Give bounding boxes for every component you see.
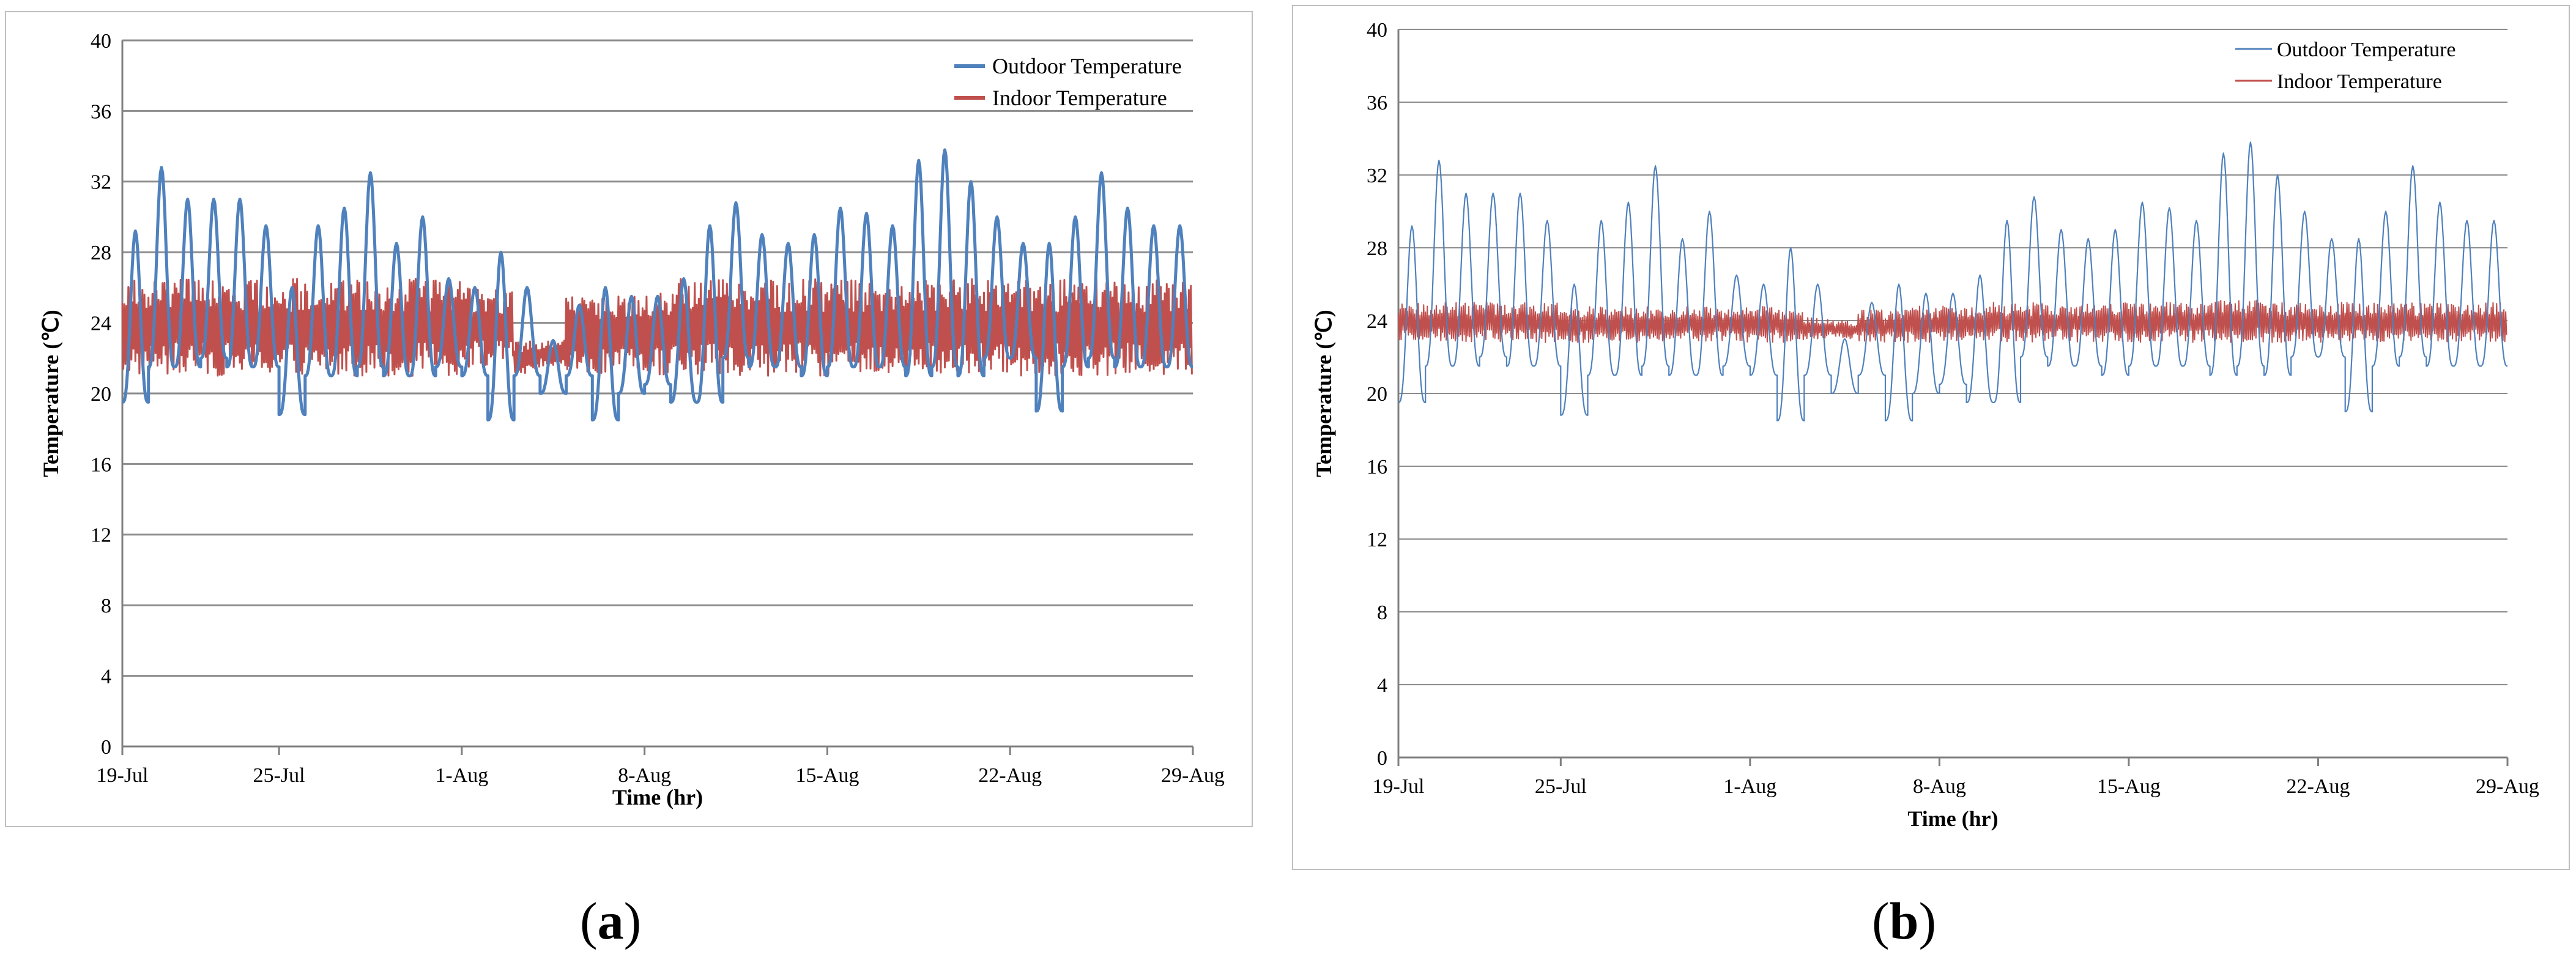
y-tick-label-36: 36 (1367, 92, 1387, 114)
x-tick-label-15-Aug: 15-Aug (2097, 775, 2161, 798)
y-tick-label-12: 12 (1367, 529, 1387, 551)
y-tick-label-20: 20 (91, 383, 111, 406)
y-tick-label-28: 28 (1367, 237, 1387, 260)
x-tick-label-22-Aug: 22-Aug (2287, 775, 2350, 798)
x-tick-label-1-Aug: 1-Aug (435, 764, 488, 787)
chart-a-svg: 0 4 8 12 16 20 24 28 32 36 40 19-Jul 25-Jul 1-Aug 8-Au… (39, 30, 1225, 809)
x-tick-label-22-Aug: 22-Aug (978, 764, 1042, 787)
y-tick-label-16: 16 (91, 453, 111, 476)
y-tick-label-8: 8 (1377, 601, 1387, 624)
x-axis-title: Time (hr) (1907, 806, 1998, 831)
caption-a-letter: a (597, 891, 624, 950)
y-tick-label-16: 16 (1367, 456, 1387, 478)
chart-b-svg: 0 4 8 12 16 20 24 28 32 36 40 19-Jul 25-Jul 1-Aug 8-Au… (1312, 19, 2539, 831)
x-axis-title: Time (hr) (612, 785, 703, 809)
x-tick-label-29-Aug: 29-Aug (1161, 764, 1225, 787)
caption-a: (a) (580, 891, 642, 950)
y-axis-title: Temperature (℃) (1312, 310, 1336, 477)
y-tick-label-8: 8 (101, 595, 111, 617)
y-tick-label-32: 32 (1367, 165, 1387, 187)
y-tick-label-32: 32 (91, 171, 111, 194)
indoor-temperature-line (1398, 299, 2507, 343)
x-tick-label-25-Jul: 25-Jul (1535, 775, 1587, 798)
outdoor-temperature-line (1398, 141, 2508, 422)
caption-b-letter: b (1889, 891, 1919, 950)
legend-indoor-label: Indoor Temperature (992, 86, 1167, 110)
x-tick-label-25-Jul: 25-Jul (253, 764, 305, 787)
x-tick-label-19-Jul: 19-Jul (97, 764, 149, 787)
y-axis-title: Temperature (℃) (39, 310, 63, 477)
y-tick-label-40: 40 (1367, 19, 1387, 42)
x-tick-label-15-Aug: 15-Aug (795, 764, 859, 787)
y-tick-label-4: 4 (101, 666, 111, 688)
y-tick-label-36: 36 (91, 100, 111, 123)
y-tick-label-40: 40 (91, 30, 111, 53)
y-tick-label-0: 0 (101, 736, 111, 759)
legend-outdoor-label: Outdoor Temperature (992, 54, 1182, 78)
y-tick-label-0: 0 (1377, 747, 1387, 770)
x-tick-label-8-Aug: 8-Aug (1913, 775, 1966, 798)
x-tick-label-19-Jul: 19-Jul (1373, 775, 1425, 798)
chart-panel-a: 0 4 8 12 16 20 24 28 32 36 40 19-Jul 25-Jul 1-Aug 8-Au… (5, 11, 1253, 827)
x-tick-label-8-Aug: 8-Aug (618, 764, 671, 787)
legend-outdoor-label: Outdoor Temperature (2277, 39, 2456, 61)
y-tick-label-20: 20 (1367, 383, 1387, 406)
y-tick-label-24: 24 (91, 313, 111, 335)
y-tick-label-28: 28 (91, 242, 111, 264)
caption-b: (b) (1872, 891, 1937, 950)
x-tick-label-1-Aug: 1-Aug (1723, 775, 1776, 798)
y-tick-label-4: 4 (1377, 674, 1387, 697)
y-tick-label-24: 24 (1367, 310, 1387, 333)
indoor-temperature-line (121, 278, 1193, 377)
outdoor-temperature-line (122, 148, 1193, 422)
legend-indoor-label: Indoor Temperature (2277, 70, 2442, 93)
x-tick-label-29-Aug: 29-Aug (2476, 775, 2539, 798)
chart-panel-b: 0 4 8 12 16 20 24 28 32 36 40 19-Jul 25-Jul 1-Aug 8-Au… (1292, 5, 2570, 870)
y-tick-label-12: 12 (91, 524, 111, 547)
